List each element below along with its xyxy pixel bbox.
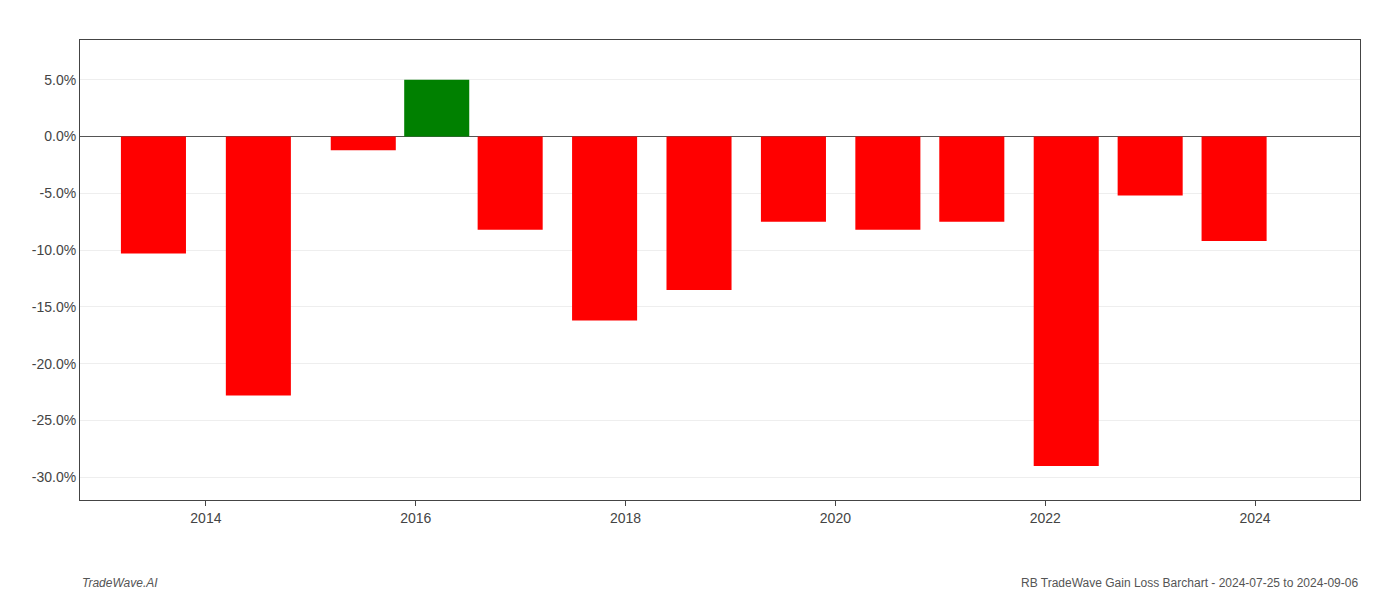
svg-text:-25.0%: -25.0% [32, 412, 76, 428]
svg-text:RB TradeWave Gain Loss Barchar: RB TradeWave Gain Loss Barchart - 2024-0… [1021, 576, 1358, 590]
svg-text:-15.0%: -15.0% [32, 299, 76, 315]
svg-text:-10.0%: -10.0% [32, 242, 76, 258]
svg-text:2018: 2018 [610, 510, 641, 526]
svg-text:-20.0%: -20.0% [32, 356, 76, 372]
svg-text:2024: 2024 [1240, 510, 1271, 526]
svg-text:0.0%: 0.0% [44, 128, 76, 144]
svg-text:2014: 2014 [190, 510, 221, 526]
svg-text:-30.0%: -30.0% [32, 469, 76, 485]
svg-text:2022: 2022 [1030, 510, 1061, 526]
svg-text:2016: 2016 [400, 510, 431, 526]
svg-text:-5.0%: -5.0% [40, 185, 77, 201]
svg-text:5.0%: 5.0% [44, 72, 76, 88]
svg-text:TradeWave.AI: TradeWave.AI [82, 576, 158, 590]
svg-text:2020: 2020 [820, 510, 851, 526]
